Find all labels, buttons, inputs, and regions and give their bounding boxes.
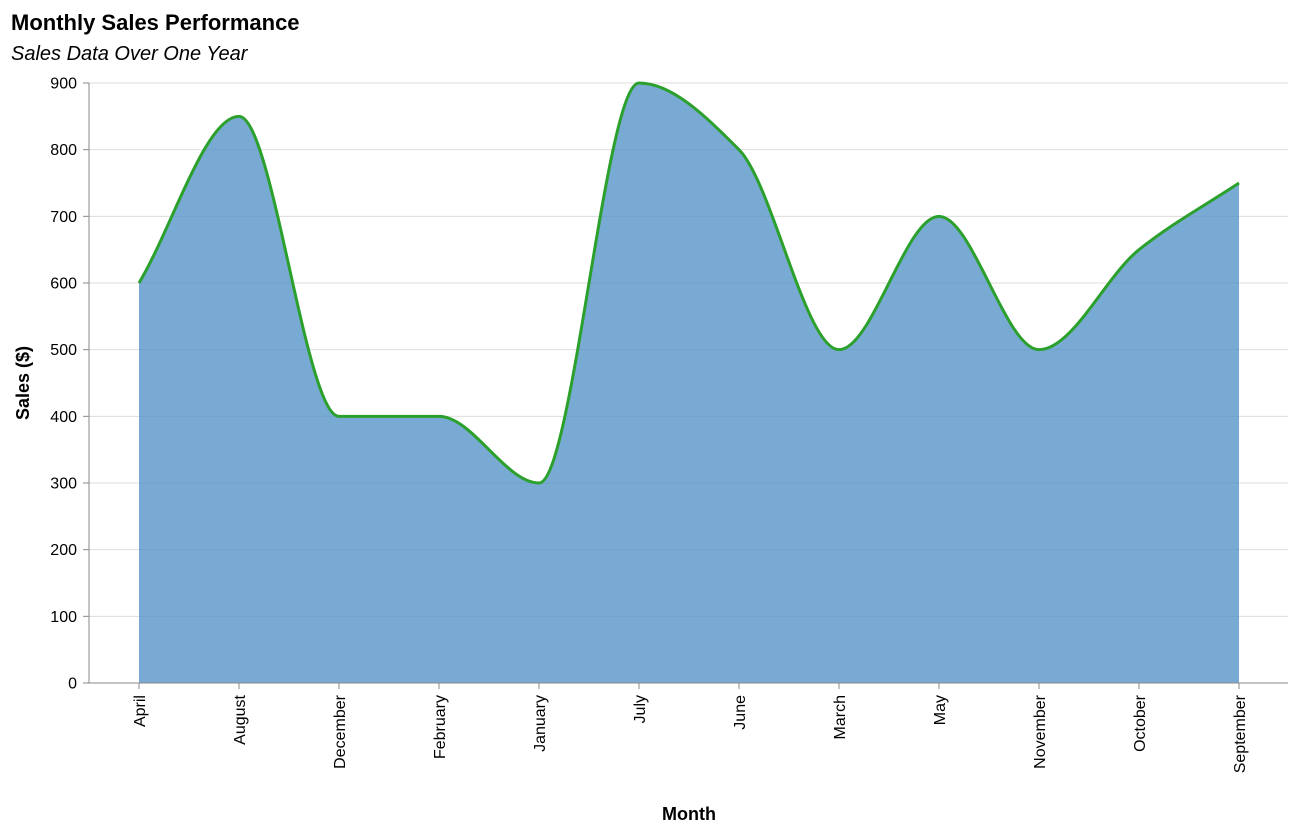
x-tick-label: May	[932, 695, 949, 725]
sales-line	[137, 81, 1240, 485]
x-tick-label: November	[1032, 694, 1049, 768]
data-point-november	[1036, 347, 1042, 353]
y-tick-label: 300	[50, 476, 77, 493]
x-tick-label: December	[332, 694, 349, 768]
x-tick-label: April	[132, 695, 149, 727]
x-tick-label: February	[432, 695, 449, 759]
x-tick-label: October	[1132, 694, 1149, 752]
y-axis-title: Sales ($)	[13, 346, 33, 420]
y-tick-label: 0	[68, 676, 77, 693]
y-tick-label: 600	[50, 276, 77, 293]
chart-title: Monthly Sales Performance	[11, 10, 300, 35]
data-point-october	[1136, 247, 1142, 253]
data-point-january	[536, 480, 542, 486]
y-tick-label: 500	[50, 342, 77, 359]
x-tick-label: July	[632, 695, 649, 723]
y-tick-label: 100	[50, 609, 77, 626]
x-tick-label: August	[232, 694, 249, 744]
x-axis-title: Month	[662, 804, 716, 824]
data-point-june	[736, 147, 742, 153]
chart-subtitle: Sales Data Over One Year	[11, 43, 249, 65]
x-tick-label: March	[832, 695, 849, 739]
y-tick-label: 900	[50, 76, 77, 93]
data-point-march	[836, 347, 842, 353]
data-point-july	[636, 80, 642, 86]
data-point-september	[1236, 180, 1242, 186]
y-tick-label: 700	[50, 209, 77, 226]
sales-area	[139, 83, 1239, 683]
x-tick-label: January	[532, 695, 549, 752]
data-point-february	[436, 413, 442, 419]
data-point-april	[136, 280, 142, 286]
axes: 0 100 200 300 400 500 600 700 800 900 April August D…	[50, 76, 1288, 773]
data-point-may	[936, 213, 942, 219]
data-point-december	[336, 413, 342, 419]
x-tick-label: June	[732, 695, 749, 730]
y-tick-label: 200	[50, 542, 77, 559]
area-series	[136, 80, 1242, 683]
y-tick-label: 400	[50, 409, 77, 426]
y-tick-label: 800	[50, 142, 77, 159]
x-tick-label: September	[1232, 694, 1249, 773]
data-point-august	[236, 113, 242, 119]
